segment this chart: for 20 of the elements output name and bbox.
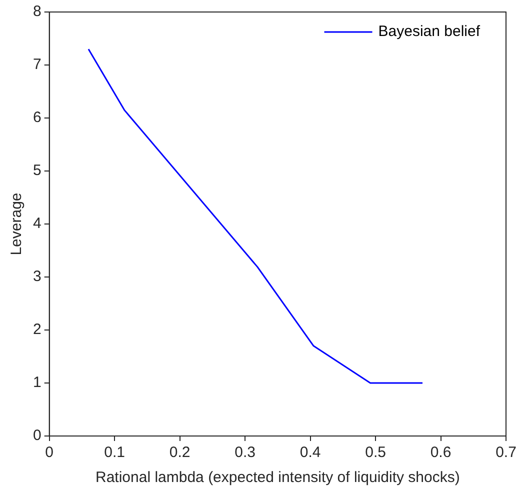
x-tick-label: 0.1 (104, 444, 126, 462)
x-tick-label: 0.6 (430, 444, 452, 462)
x-tick-label: 0.3 (234, 444, 256, 462)
y-tick-label: 0 (33, 427, 42, 444)
x-tick-label: 0.7 (496, 444, 516, 462)
x-tick-label: 0.2 (169, 444, 190, 462)
x-tick-label: 0 (45, 444, 54, 462)
y-tick-label: 8 (33, 3, 42, 20)
y-tick-label: 6 (33, 109, 42, 126)
y-tick-label: 1 (33, 374, 42, 392)
y-tick-label: 5 (33, 162, 42, 180)
x-tick-label: 0.4 (300, 444, 321, 462)
y-tick-label: 2 (33, 321, 42, 338)
x-axis-title: Rational lambda (expected intensity of liquidity shocks) (95, 469, 460, 486)
y-axis-title: Leverage (8, 192, 26, 256)
y-tick-label: 4 (33, 215, 42, 232)
legend-label: Bayesian belief (378, 23, 481, 40)
x-tick-label: 0.5 (365, 444, 386, 462)
y-tick-label: 3 (33, 268, 42, 286)
y-tick-label: 7 (33, 56, 42, 74)
